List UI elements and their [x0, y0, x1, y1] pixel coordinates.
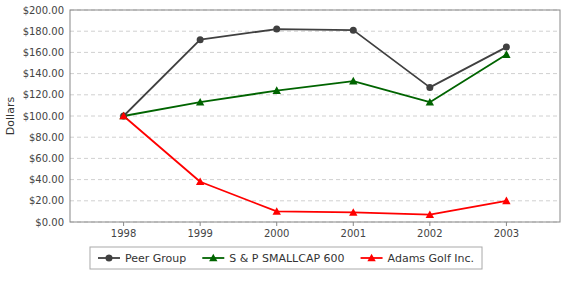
x-tick-label: 2001 — [341, 228, 366, 239]
point — [273, 86, 281, 94]
x-tick — [123, 222, 124, 226]
point — [197, 36, 204, 43]
y-tick-label: $0.00 — [35, 217, 64, 228]
point — [426, 84, 433, 91]
point — [196, 178, 204, 186]
grid-line — [70, 31, 560, 32]
x-tick — [200, 222, 201, 226]
y-axis-label: Dollars — [4, 97, 17, 136]
point — [349, 77, 357, 85]
point — [273, 26, 280, 33]
y-tick-label: $180.00 — [23, 26, 64, 37]
point — [273, 207, 281, 215]
y-tick-labels: $0.00 $20.00 $40.00 $60.00 $80.00 $100.00 $120… — [23, 5, 64, 228]
y-tick-label: $200.00 — [23, 5, 64, 16]
grid-line — [70, 52, 560, 53]
y-tick-label: $20.00 — [29, 195, 64, 206]
legend-marker — [367, 254, 375, 262]
x-tick-labels: 1998 1999 2000 2001 2002 2003 — [111, 222, 519, 239]
point — [502, 50, 510, 58]
grid-line — [70, 179, 560, 180]
legend: Peer Group S & P SMALLCAP 600 Adams Golf I… — [90, 247, 482, 269]
legend-item: Adams Golf Inc. — [361, 252, 474, 265]
y-tick-label: $120.00 — [23, 89, 64, 100]
y-tick-label: $140.00 — [23, 68, 64, 79]
series-group — [119, 26, 510, 218]
x-tick-label: 2003 — [494, 228, 519, 239]
x-tick-label: 2002 — [417, 228, 442, 239]
point — [196, 98, 204, 106]
series-line — [124, 55, 507, 116]
legend-item: S & P SMALLCAP 600 — [202, 252, 344, 265]
point — [349, 208, 357, 216]
y-grid — [70, 10, 560, 222]
y-tick-label: $80.00 — [29, 132, 64, 143]
grid-line — [70, 116, 560, 117]
legend-label: Adams Golf Inc. — [388, 252, 474, 265]
x-tick — [353, 222, 354, 226]
y-tick-label: $160.00 — [23, 47, 64, 58]
y-tick-label: $60.00 — [29, 153, 64, 164]
point — [426, 210, 434, 218]
legend-label: Peer Group — [125, 252, 186, 265]
legend-item: Peer Group — [98, 252, 186, 265]
point — [119, 112, 127, 120]
x-tick — [276, 222, 277, 226]
point — [426, 98, 434, 106]
y-tick-label: $100.00 — [23, 111, 64, 122]
x-tick-label: 2000 — [264, 228, 289, 239]
series-line — [124, 116, 507, 215]
grid-line — [70, 200, 560, 201]
point — [502, 197, 510, 205]
x-tick-label: 1999 — [187, 228, 212, 239]
point — [350, 27, 357, 34]
legend-marker — [105, 255, 112, 262]
grid-line — [70, 73, 560, 74]
plot-frame — [70, 10, 560, 222]
legend-marker — [209, 254, 217, 262]
x-tick — [506, 222, 507, 226]
chart: $0.00 $20.00 $40.00 $60.00 $80.00 $100.00 $120… — [0, 0, 572, 295]
point — [503, 44, 510, 51]
x-tick-label: 1998 — [111, 228, 136, 239]
y-tick-label: $40.00 — [29, 174, 64, 185]
legend-label: S & P SMALLCAP 600 — [229, 252, 344, 265]
point — [120, 113, 127, 120]
grid-line — [70, 137, 560, 138]
x-tick — [429, 222, 430, 226]
legend-frame — [90, 247, 482, 269]
series-line — [124, 29, 507, 116]
grid-line — [70, 158, 560, 159]
point — [119, 112, 127, 120]
